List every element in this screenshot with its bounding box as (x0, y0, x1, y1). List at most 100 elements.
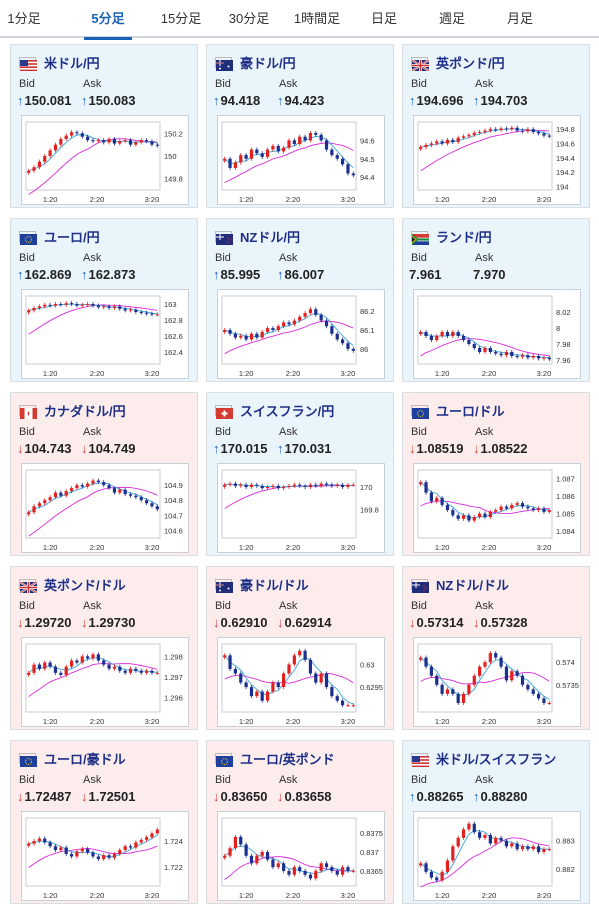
price-chart[interactable]: 0.574 0.5735 1:20 2:20 3:20 (413, 637, 581, 727)
ask-label: Ask (83, 600, 102, 612)
currency-pair-link[interactable]: ユーロ/ドル (436, 403, 505, 419)
tab-月足[interactable]: 月足 (506, 11, 533, 26)
candle-body (478, 832, 482, 838)
candle-body (75, 485, 79, 489)
currency-pair-link[interactable]: 米ドル/スイスフラン (436, 751, 557, 767)
price-chart[interactable]: 8.02 8 7.98 7.96 1:20 2:20 3:20 (413, 289, 581, 379)
candle-body (134, 142, 138, 145)
price-chart[interactable]: 1.724 1.722 1:20 2:20 3:20 (21, 811, 189, 901)
candle-body (547, 510, 551, 512)
candle-body (134, 668, 138, 671)
currency-pair-link[interactable]: カナダドル/円 (44, 403, 126, 419)
tab-30分足[interactable]: 30分足 (228, 11, 270, 26)
candle-body (233, 668, 237, 674)
rate-card[interactable]: ランド/円 Bid Ask 7.961 7.970 8.02 8 7.98 7.96 1:20 2:… (402, 218, 590, 382)
price-chart[interactable]: 194.8 194.6 194.4 194.2 194 1:20 2:20 3:20 (413, 115, 581, 205)
rate-card[interactable]: 豪ドル/ドル Bid Ask ↓0.62910 ↓0.62914 0.63 0.6295 1:… (206, 566, 394, 730)
card-title[interactable]: 豪ドル/円 (215, 53, 296, 71)
rate-card[interactable]: 英ポンド/ドル Bid Ask ↓1.29720 ↓1.29730 1.298 1.297 1… (10, 566, 198, 730)
rate-card[interactable]: ユーロ/英ポンド Bid Ask ↓0.83650 ↓0.83658 0.8375 0.83… (206, 740, 394, 904)
currency-pair-link[interactable]: 米ドル/円 (44, 55, 100, 71)
rate-card[interactable]: 豪ドル/円 Bid Ask ↑94.418 ↑94.423 94.6 94.5 94.4 1:2… (206, 44, 394, 208)
long-ma-line (28, 304, 158, 335)
price-chart[interactable]: 104.9 104.8 104.7 104.6 1:20 2:20 3:20 (21, 463, 189, 553)
candle-body (419, 147, 423, 150)
currency-pair-link[interactable]: NZドル/円 (240, 229, 300, 245)
price-chart[interactable]: 94.6 94.5 94.4 1:20 2:20 3:20 (217, 115, 385, 205)
candle-body (123, 489, 127, 495)
currency-pair-link[interactable]: ユーロ/豪ドル (44, 751, 126, 767)
candle-body (494, 510, 498, 512)
price-chart[interactable]: 1.087 1.086 1.085 1.084 1:20 2:20 3:20 (413, 463, 581, 553)
card-title[interactable]: ユーロ/英ポンド (215, 749, 335, 767)
card-title[interactable]: カナダドル/円 (19, 401, 126, 419)
candle-body (341, 867, 345, 875)
price-chart[interactable]: 150.2 150 149.8 1:20 2:20 3:20 (21, 115, 189, 205)
candle-body (32, 167, 36, 171)
tab-15分足[interactable]: 15分足 (160, 11, 202, 26)
rate-card[interactable]: 英ポンド/円 Bid Ask ↑194.696 ↑194.703 194.8 194.6 19… (402, 44, 590, 208)
card-title[interactable]: ユーロ/豪ドル (19, 749, 126, 767)
candle-body (53, 304, 58, 306)
card-title[interactable]: 英ポンド/ドル (19, 575, 126, 594)
card-title[interactable]: スイスフラン/円 (215, 401, 334, 419)
price-chart[interactable]: 163 162.8 162.6 162.4 1:20 2:20 3:20 (21, 289, 189, 379)
currency-pair-link[interactable]: ユーロ/円 (44, 229, 100, 245)
x-tick-label: 1:20 (43, 717, 58, 726)
candle-body (244, 155, 248, 159)
price-chart[interactable]: 170 169.8 1:20 2:20 3:20 (217, 463, 385, 553)
y-tick-label: 169.8 (360, 506, 379, 515)
rate-card[interactable]: カナダドル/円 Bid Ask ↓104.743 ↓104.749 104.9 104.8 1… (10, 392, 198, 556)
card-title[interactable]: NZドル/円 (215, 227, 300, 245)
currency-pair-link[interactable]: ユーロ/英ポンド (240, 751, 335, 767)
arrow-down-icon: ↓ (17, 615, 24, 630)
candle-body (510, 843, 514, 847)
card-title[interactable]: 米ドル/スイスフラン (411, 749, 556, 767)
candle-body (298, 136, 302, 145)
x-tick-label: 2:20 (90, 369, 105, 378)
card-title[interactable]: ユーロ/円 (19, 227, 100, 245)
candle-body (276, 326, 280, 330)
currency-pair-link[interactable]: 豪ドル/ドル (240, 577, 309, 593)
tab-1分足[interactable]: 1分足 (7, 11, 41, 26)
card-title[interactable]: ランド/円 (411, 227, 492, 245)
card-title[interactable]: 英ポンド/円 (411, 53, 505, 72)
candle-body (107, 306, 111, 308)
rate-card[interactable]: NZドル/ドル Bid Ask ↓0.57314 ↓0.57328 0.574 0.5735… (402, 566, 590, 730)
bid-value: ↓1.29720 (17, 615, 72, 630)
currency-pair-link[interactable]: NZドル/ドル (436, 577, 509, 593)
currency-pair-link[interactable]: ランド/円 (436, 229, 492, 245)
price-chart[interactable]: 0.883 0.882 1:20 2:20 3:20 (413, 811, 581, 901)
price-chart[interactable]: 1.298 1.297 1.296 1:20 2:20 3:20 (21, 637, 189, 727)
price-chart[interactable]: 86.2 86.1 86 1:20 2:20 3:20 (217, 289, 385, 379)
rate-card[interactable]: ユーロ/ドル Bid Ask ↓1.08519 ↓1.08522 1.087 1.086 1.… (402, 392, 590, 556)
short-ma-line (420, 657, 550, 700)
candle-body (86, 848, 90, 853)
rate-card[interactable]: ユーロ/円 Bid Ask ↑162.869 ↑162.873 163 162.8 162.6… (10, 218, 198, 382)
card-title[interactable]: 米ドル/円 (19, 53, 100, 71)
currency-pair-link[interactable]: 英ポンド/円 (436, 55, 505, 71)
candle-body (145, 312, 149, 314)
rate-card[interactable]: スイスフラン/円 Bid Ask ↑170.015 ↑170.031 170 169.8 1:… (206, 392, 394, 556)
tab-週足[interactable]: 週足 (438, 11, 465, 26)
rate-card[interactable]: ユーロ/豪ドル Bid Ask ↓1.72487 ↓1.72501 1.724 1.722 1… (10, 740, 198, 904)
rate-card[interactable]: 米ドル/円 Bid Ask ↑150.081 ↑150.083 150.2 150 149.8… (10, 44, 198, 208)
price-chart[interactable]: 0.63 0.6295 1:20 2:20 3:20 (217, 637, 385, 727)
card-title[interactable]: 豪ドル/ドル (215, 575, 309, 593)
rate-card[interactable]: 米ドル/スイスフラン Bid Ask ↑0.88265 ↑0.88280 0.883 0.8… (402, 740, 590, 904)
currency-pair-link[interactable]: 豪ドル/円 (240, 55, 296, 71)
currency-pair-link[interactable]: スイスフラン/円 (240, 403, 335, 419)
candle-body (112, 139, 117, 144)
card-title[interactable]: NZドル/ドル (411, 575, 509, 593)
x-tick-label: 2:20 (482, 717, 497, 726)
tab-1時間足[interactable]: 1時間足 (293, 11, 341, 26)
currency-pair-link[interactable]: 英ポンド/ドル (44, 577, 126, 593)
x-tick-label: 1:20 (239, 195, 254, 204)
candle-body (330, 867, 334, 871)
candle-body (526, 506, 530, 509)
price-chart[interactable]: 0.8375 0.837 0.8365 1:20 2:20 3:20 (217, 811, 385, 901)
card-title[interactable]: ユーロ/ドル (411, 401, 505, 419)
rate-card[interactable]: NZドル/円 Bid Ask ↑85.995 ↑86.007 86.2 86.1 86 1:20… (206, 218, 394, 382)
tab-5分足[interactable]: 5分足 (84, 0, 132, 40)
tab-日足[interactable]: 日足 (370, 11, 397, 26)
